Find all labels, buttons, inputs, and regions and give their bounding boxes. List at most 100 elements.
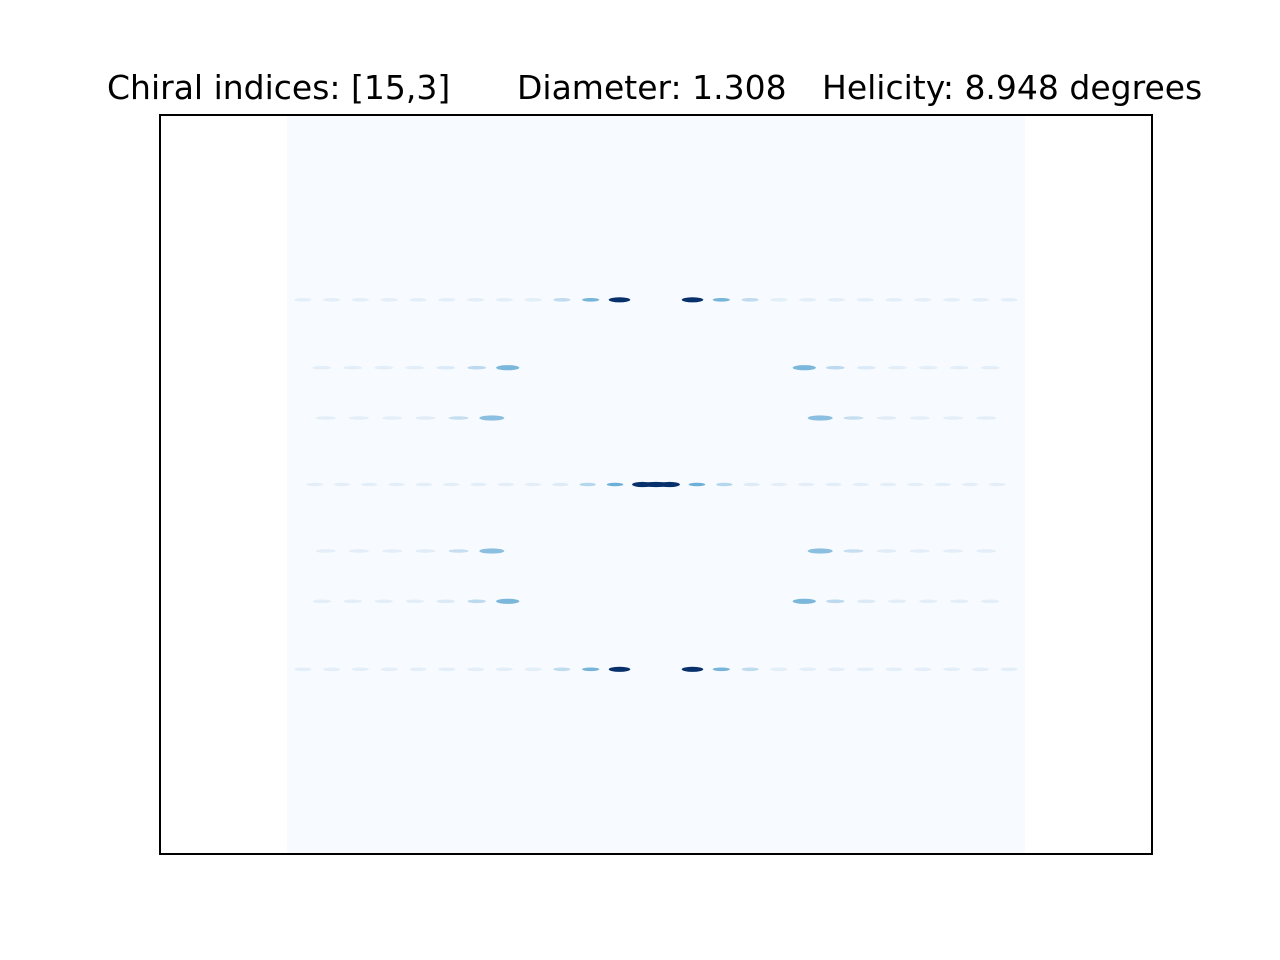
layer-line-4 bbox=[306, 481, 1006, 488]
layer-line-spot bbox=[885, 298, 903, 302]
layer-line-spot bbox=[907, 482, 924, 487]
layer-line-spot bbox=[467, 667, 485, 672]
layer-line-spot bbox=[888, 365, 907, 370]
layer-line-spot bbox=[712, 667, 730, 672]
layer-line-spot bbox=[479, 548, 505, 554]
layer-line-spot bbox=[467, 599, 487, 604]
layer-lines-group bbox=[294, 297, 1018, 672]
layer-line-spot bbox=[374, 365, 394, 370]
layer-line-spot bbox=[770, 298, 788, 302]
layer-line-spot bbox=[312, 365, 332, 370]
layer-line-spot bbox=[919, 365, 938, 370]
layer-line-spot bbox=[388, 482, 405, 487]
layer-line-spot bbox=[343, 365, 363, 370]
layer-line-spot bbox=[909, 416, 930, 420]
layer-line-spot bbox=[1000, 667, 1018, 672]
layer-line-spot bbox=[981, 599, 1000, 604]
layer-line-spot bbox=[885, 667, 903, 672]
layer-line-spot bbox=[792, 365, 816, 371]
layer-line-spot bbox=[312, 599, 332, 604]
title-diameter: Diameter: 1.308 bbox=[517, 68, 787, 107]
layer-line-spot bbox=[914, 667, 932, 672]
layer-line-spot bbox=[716, 482, 733, 487]
layer-line-spot bbox=[741, 667, 759, 672]
layer-line-spot bbox=[843, 416, 864, 420]
layer-line-spot bbox=[943, 667, 961, 672]
layer-line-spot bbox=[826, 365, 845, 370]
layer-line-spot bbox=[443, 482, 460, 487]
layer-line-spot bbox=[382, 549, 403, 553]
layer-line-spot bbox=[409, 667, 427, 672]
layer-line-spot bbox=[524, 667, 542, 672]
layer-line-spot bbox=[323, 667, 341, 672]
layer-line-center-spot bbox=[639, 481, 673, 488]
layer-line-spot bbox=[943, 416, 963, 420]
layer-line-spot bbox=[382, 416, 403, 420]
layer-line-spot bbox=[438, 667, 456, 672]
layer-line-7 bbox=[294, 666, 1018, 672]
layer-line-spot bbox=[971, 298, 990, 302]
layer-line-spot bbox=[681, 297, 704, 303]
layer-line-spot bbox=[608, 666, 631, 672]
layer-line-spot bbox=[405, 599, 425, 604]
layer-line-spot bbox=[552, 482, 569, 487]
layer-line-spot bbox=[606, 482, 624, 487]
layer-line-spot bbox=[879, 482, 897, 487]
layer-line-spot bbox=[770, 482, 788, 487]
layer-line-spot bbox=[950, 365, 969, 370]
layer-line-spot bbox=[856, 298, 874, 302]
axes-frame bbox=[159, 114, 1153, 855]
layer-line-spot bbox=[799, 667, 817, 672]
layer-line-spot bbox=[856, 667, 874, 672]
layer-line-spot bbox=[961, 482, 979, 487]
layer-line-spot bbox=[798, 482, 815, 487]
layer-line-spot bbox=[294, 667, 312, 672]
layer-line-spot bbox=[349, 416, 369, 420]
title-helicity: Helicity: 8.948 degrees bbox=[822, 68, 1202, 107]
layer-line-spot bbox=[857, 599, 876, 604]
layer-line-spot bbox=[976, 416, 997, 420]
layer-line-spot bbox=[448, 416, 469, 420]
layer-line-spot bbox=[323, 298, 341, 302]
layer-line-spot bbox=[743, 482, 760, 487]
layer-line-spot bbox=[436, 365, 456, 370]
layer-line-spot bbox=[524, 298, 542, 302]
layer-line-spot bbox=[943, 549, 963, 553]
layer-line-spot bbox=[770, 667, 788, 672]
layer-line-spot bbox=[976, 549, 997, 553]
layer-line-spot bbox=[934, 482, 951, 487]
layer-line-spot bbox=[436, 599, 456, 604]
layer-line-spot bbox=[608, 297, 631, 303]
layer-line-spot bbox=[826, 599, 845, 604]
layer-line-spot bbox=[876, 416, 897, 420]
layer-line-spot bbox=[553, 667, 571, 672]
layer-line-3 bbox=[315, 415, 997, 421]
layer-line-spot bbox=[333, 482, 351, 487]
layer-line-spot bbox=[827, 298, 846, 302]
layer-line-spot bbox=[351, 298, 369, 302]
layer-line-spot bbox=[495, 298, 513, 302]
layer-line-spot bbox=[415, 549, 436, 553]
layer-line-spot bbox=[688, 482, 706, 487]
layer-line-spot bbox=[843, 549, 864, 553]
layer-line-spot bbox=[467, 298, 485, 302]
layer-line-spot bbox=[825, 482, 842, 487]
layer-line-spot bbox=[799, 298, 817, 302]
layer-line-spot bbox=[405, 365, 425, 370]
layer-line-spot bbox=[681, 666, 704, 672]
layer-line-spot bbox=[306, 482, 323, 487]
layer-line-spot bbox=[497, 482, 514, 487]
layer-line-spot bbox=[495, 667, 513, 672]
layer-line-spot bbox=[524, 482, 542, 487]
layer-line-spot bbox=[415, 416, 436, 420]
layer-line-spot bbox=[479, 415, 505, 421]
layer-line-spot bbox=[950, 599, 969, 604]
layer-line-2 bbox=[312, 365, 1000, 371]
layer-line-spot bbox=[943, 298, 961, 302]
layer-line-spot bbox=[448, 549, 469, 553]
layer-line-spot bbox=[315, 549, 336, 553]
layer-line-spot bbox=[792, 598, 816, 604]
layer-line-1 bbox=[294, 297, 1018, 303]
layer-line-spot bbox=[909, 549, 930, 553]
layer-line-spot bbox=[582, 298, 600, 302]
